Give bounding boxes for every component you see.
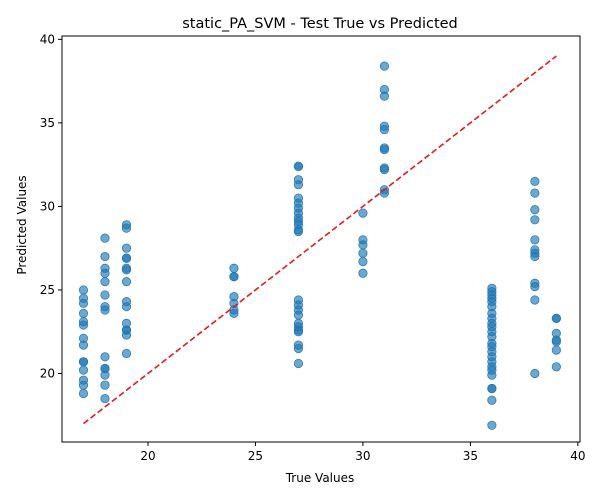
data-point bbox=[293, 161, 304, 171]
data-point bbox=[121, 253, 132, 263]
data-point bbox=[530, 205, 540, 215]
data-point bbox=[379, 124, 390, 135]
data-point bbox=[551, 362, 561, 372]
data-point bbox=[379, 61, 390, 71]
chart-title: static_PA_SVM - Test True vs Predicted bbox=[182, 16, 458, 32]
data-point bbox=[487, 370, 497, 380]
data-point bbox=[487, 420, 497, 430]
data-point bbox=[100, 276, 110, 287]
x-tick-label: 25 bbox=[248, 449, 263, 463]
axes-frame bbox=[61, 35, 581, 443]
plot-area: 20 25 30 35 40 20 25 30 35 40 bbox=[40, 32, 586, 463]
y-axis-label: Predicted Values bbox=[15, 175, 29, 274]
data-point bbox=[551, 313, 561, 323]
data-point bbox=[121, 330, 132, 340]
data-point bbox=[530, 295, 540, 305]
data-point bbox=[379, 145, 390, 155]
x-tick-label: 20 bbox=[140, 449, 155, 463]
data-point bbox=[293, 358, 304, 369]
data-point bbox=[78, 340, 89, 350]
y-tick-label: 35 bbox=[40, 116, 55, 130]
data-point bbox=[379, 91, 390, 101]
data-point bbox=[551, 337, 561, 347]
data-point bbox=[78, 298, 89, 308]
data-point bbox=[487, 395, 497, 405]
x-tick-label: 35 bbox=[463, 449, 478, 463]
data-point bbox=[78, 308, 89, 318]
data-point bbox=[121, 302, 132, 312]
data-point bbox=[229, 308, 239, 318]
y-tick-label: 20 bbox=[40, 366, 55, 380]
data-point bbox=[229, 271, 239, 282]
data-point bbox=[530, 235, 540, 245]
x-axis-label: True Values bbox=[285, 471, 355, 485]
data-point bbox=[121, 276, 132, 287]
data-point bbox=[78, 380, 89, 390]
data-point bbox=[121, 348, 132, 359]
y-tick-label: 40 bbox=[40, 32, 55, 46]
reference-line bbox=[83, 55, 557, 425]
data-point bbox=[293, 310, 304, 320]
data-point bbox=[358, 268, 368, 278]
data-point bbox=[487, 383, 497, 394]
data-point bbox=[121, 265, 132, 275]
data-point bbox=[358, 248, 368, 258]
data-point bbox=[530, 282, 540, 292]
data-point bbox=[100, 393, 110, 404]
data-point bbox=[358, 240, 368, 250]
data-point bbox=[100, 290, 110, 300]
y-tick-label: 30 bbox=[40, 199, 55, 213]
data-point bbox=[358, 256, 368, 267]
data-point bbox=[100, 352, 110, 362]
data-point bbox=[100, 380, 110, 390]
data-point bbox=[379, 165, 390, 175]
data-point bbox=[78, 285, 89, 295]
data-point bbox=[293, 327, 304, 337]
data-point bbox=[530, 215, 540, 225]
data-point bbox=[229, 263, 239, 273]
data-point bbox=[100, 370, 110, 380]
data-point bbox=[530, 251, 540, 262]
data-point bbox=[78, 320, 89, 330]
data-point bbox=[100, 268, 110, 278]
y-tick-label: 25 bbox=[40, 283, 55, 297]
data-point bbox=[551, 345, 561, 355]
data-point bbox=[530, 368, 540, 379]
data-point bbox=[100, 251, 110, 262]
data-point bbox=[78, 388, 89, 399]
x-tick-label: 30 bbox=[355, 449, 370, 463]
x-tick-label: 40 bbox=[570, 449, 585, 463]
data-point bbox=[293, 343, 304, 354]
data-point bbox=[78, 365, 89, 375]
data-point bbox=[358, 208, 368, 218]
data-point bbox=[78, 357, 89, 367]
data-point bbox=[530, 188, 540, 198]
data-point bbox=[100, 305, 110, 315]
data-point bbox=[100, 233, 110, 243]
data-point bbox=[121, 243, 132, 253]
data-point bbox=[293, 226, 304, 237]
data-point bbox=[530, 176, 540, 186]
data-point bbox=[293, 180, 304, 190]
data-point bbox=[121, 223, 132, 233]
